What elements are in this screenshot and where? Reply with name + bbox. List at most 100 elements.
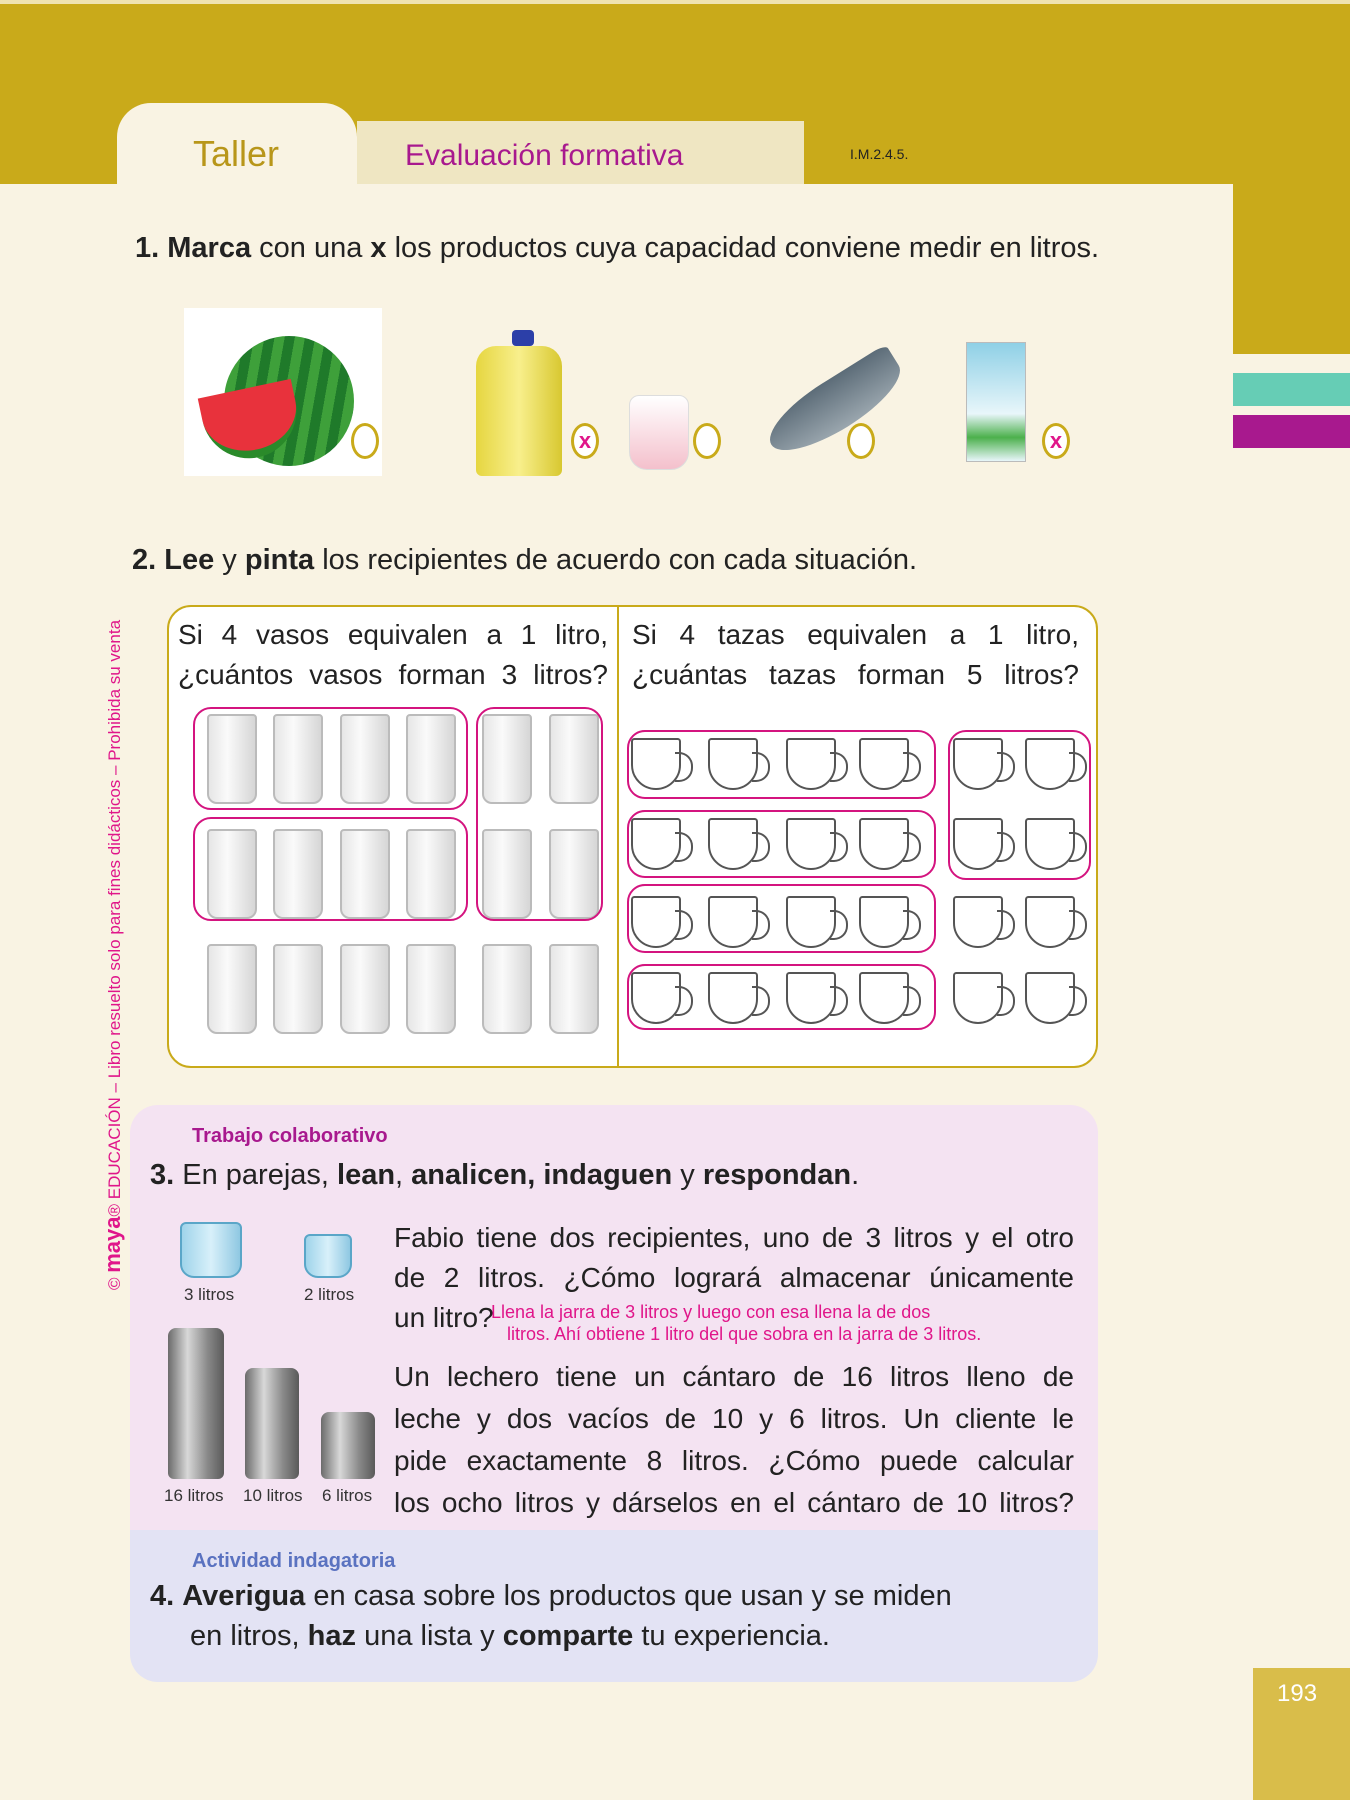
glass-icon[interactable]	[207, 829, 257, 919]
q2-instruction: 2. Lee y pinta los recipientes de acuerd…	[132, 540, 917, 580]
fish-image	[758, 344, 912, 466]
q3-number: 3.	[150, 1159, 175, 1191]
product-checkbox-fish[interactable]	[847, 423, 875, 459]
glass-icon[interactable]	[549, 714, 599, 804]
painted-group	[948, 730, 1091, 880]
watermelon-image	[184, 308, 382, 476]
cup-icon[interactable]	[708, 818, 770, 870]
glass-icon[interactable]	[549, 944, 599, 1034]
fabio-line1: Fabio tiene dos recipientes, uno de 3 li…	[394, 1222, 1074, 1253]
glasses-question: Si 4 vasos equivalen a 1 litro, ¿cuántos…	[178, 615, 608, 695]
glass-icon[interactable]	[273, 714, 323, 804]
glass-icon[interactable]	[207, 714, 257, 804]
product-checkbox-carton[interactable]: x	[1042, 423, 1070, 459]
yogurt-image	[629, 395, 689, 470]
glass-icon[interactable]	[340, 829, 390, 919]
cup-icon[interactable]	[953, 818, 1015, 870]
q4-number: 4.	[150, 1580, 175, 1612]
cup-icon[interactable]	[859, 896, 921, 948]
page-number: 193	[1253, 1668, 1350, 1800]
q3-verb1: lean	[337, 1159, 396, 1191]
q4-text2: en litros,	[190, 1620, 300, 1652]
jug-3l-image	[180, 1222, 242, 1278]
glass-icon[interactable]	[207, 944, 257, 1034]
q2-text2: los recipientes de acuerdo con cada situ…	[322, 544, 918, 576]
cup-icon[interactable]	[1025, 896, 1087, 948]
cup-icon[interactable]	[708, 896, 770, 948]
q1-x: x	[370, 232, 387, 264]
cup-icon[interactable]	[786, 818, 848, 870]
can-16l-label: 16 litros	[164, 1486, 224, 1505]
magenta-tab	[1233, 415, 1350, 448]
q2-verb1: Lee	[164, 544, 215, 576]
product-checkbox-oil[interactable]: x	[571, 423, 599, 459]
tab-evaluacion: Evaluación formativa	[357, 121, 804, 184]
cup-icon[interactable]	[786, 738, 848, 790]
teal-tab	[1233, 373, 1350, 406]
side-copyright: © maya® EDUCACIÓN – Libro resuelto solo …	[100, 619, 125, 1290]
glass-icon[interactable]	[406, 829, 456, 919]
brand-logo: maya	[100, 1216, 125, 1273]
answer-line2: litros. Ahí obtiene 1 litro del que sobr…	[507, 1324, 982, 1344]
q3-instruction: 3. En parejas, lean, analicen, indaguen …	[150, 1155, 859, 1195]
glass-icon[interactable]	[406, 944, 456, 1034]
cups-question-line1: Si 4 tazas equivalen a 1 litro,	[632, 619, 1079, 650]
q3-period: .	[851, 1159, 860, 1191]
glasses-question-line1: Si 4 vasos equivalen a 1 litro,	[178, 619, 608, 650]
q4-instruction: 4. Averigua en casa sobre los productos …	[150, 1576, 952, 1656]
painted-group	[193, 817, 468, 921]
q3-comma: ,	[395, 1159, 404, 1191]
inquiry-label: Actividad indagatoria	[192, 1550, 396, 1572]
answer-line1: Llena la jarra de 3 litros y luego con e…	[491, 1302, 931, 1322]
can-6l-label: 6 litros	[322, 1486, 373, 1505]
cup-icon[interactable]	[786, 972, 848, 1024]
q1-text: con una	[259, 232, 363, 264]
q4-verb1: Averigua	[182, 1580, 306, 1612]
glass-icon[interactable]	[482, 714, 532, 804]
q4-text1: en casa sobre los productos que usan y s…	[313, 1580, 952, 1612]
cup-icon[interactable]	[708, 738, 770, 790]
q3-text: En parejas,	[182, 1159, 329, 1191]
cup-icon[interactable]	[1025, 818, 1087, 870]
painted-group	[193, 707, 468, 810]
cup-icon[interactable]	[859, 738, 921, 790]
q1-number: 1.	[135, 232, 160, 264]
side-band	[1233, 184, 1350, 354]
cup-icon[interactable]	[1025, 972, 1087, 1024]
glass-icon[interactable]	[482, 944, 532, 1034]
cup-icon[interactable]	[786, 896, 848, 948]
oil-jug-image	[476, 330, 562, 476]
q1-text2: los productos cuya capacidad conviene me…	[394, 232, 1100, 264]
q2-text: y	[222, 544, 237, 576]
can-10l-label: 10 litros	[243, 1486, 303, 1505]
milk-carton-image	[966, 342, 1026, 462]
glass-icon[interactable]	[340, 714, 390, 804]
milkman-line1: Un lechero tiene un cántaro de 16 litros…	[394, 1361, 1074, 1392]
fabio-line3: un litro?	[394, 1302, 494, 1333]
product-checkbox-watermelon[interactable]	[351, 423, 379, 459]
glasses-question-line2: ¿cuántos vasos forman 3 litros?	[178, 659, 608, 690]
tab-taller: Taller	[117, 103, 357, 193]
q3-verb3: respondan	[702, 1159, 852, 1191]
milkman-line2: leche y dos vacíos de 10 y 6 litros. Un …	[394, 1403, 1074, 1434]
cup-icon[interactable]	[708, 972, 770, 1024]
q4-verb3: comparte	[502, 1620, 634, 1652]
glass-icon[interactable]	[406, 714, 456, 804]
cup-icon[interactable]	[953, 896, 1015, 948]
cup-icon[interactable]	[953, 972, 1015, 1024]
q1-instruction: 1. Marca con una x los productos cuya ca…	[135, 228, 1100, 268]
painted-group	[627, 964, 936, 1030]
collaborative-label: Trabajo colaborativo	[192, 1125, 388, 1147]
product-checkbox-yogurt[interactable]	[693, 423, 721, 459]
glass-icon[interactable]	[340, 944, 390, 1034]
cup-icon[interactable]	[859, 972, 921, 1024]
cup-icon[interactable]	[859, 818, 921, 870]
can-10l-image	[245, 1368, 299, 1479]
inquiry-section	[130, 1530, 1098, 1682]
q3-verb2: analicen, indaguen	[411, 1159, 673, 1191]
jug-2l-image	[304, 1234, 352, 1278]
painted-group	[627, 730, 936, 799]
glass-icon[interactable]	[273, 944, 323, 1034]
glass-icon[interactable]	[273, 829, 323, 919]
cup-icon[interactable]	[1025, 738, 1087, 790]
